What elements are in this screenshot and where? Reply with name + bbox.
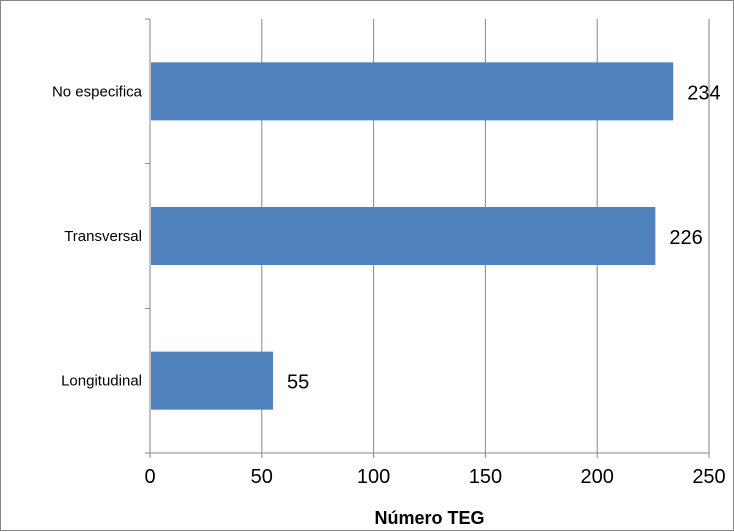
data-label-1: 226 bbox=[669, 227, 702, 249]
x-tick-label-3: 150 bbox=[469, 466, 502, 488]
category-label-1: Transversal bbox=[64, 228, 142, 245]
category-label-2: No especifica bbox=[52, 83, 143, 100]
x-axis-title: Número TEG bbox=[374, 508, 484, 528]
x-tick-label-4: 200 bbox=[581, 466, 614, 488]
data-label-0: 55 bbox=[287, 372, 309, 394]
bar-longitudinal bbox=[151, 351, 273, 410]
bar-no-especifica bbox=[151, 62, 674, 121]
x-tick-label-0: 0 bbox=[144, 466, 155, 488]
category-label-0: Longitudinal bbox=[61, 373, 142, 390]
bar-transversal bbox=[151, 207, 656, 265]
axes bbox=[145, 18, 710, 458]
x-tick-label-5: 250 bbox=[692, 466, 725, 488]
data-label-2: 234 bbox=[687, 82, 720, 104]
x-tick-label-2: 100 bbox=[357, 466, 390, 488]
bars bbox=[151, 62, 674, 410]
labels: 0 50 100 150 200 250 Número TEG Longitudinal 55 T… bbox=[52, 82, 726, 528]
x-tick-label-1: 50 bbox=[251, 466, 273, 488]
